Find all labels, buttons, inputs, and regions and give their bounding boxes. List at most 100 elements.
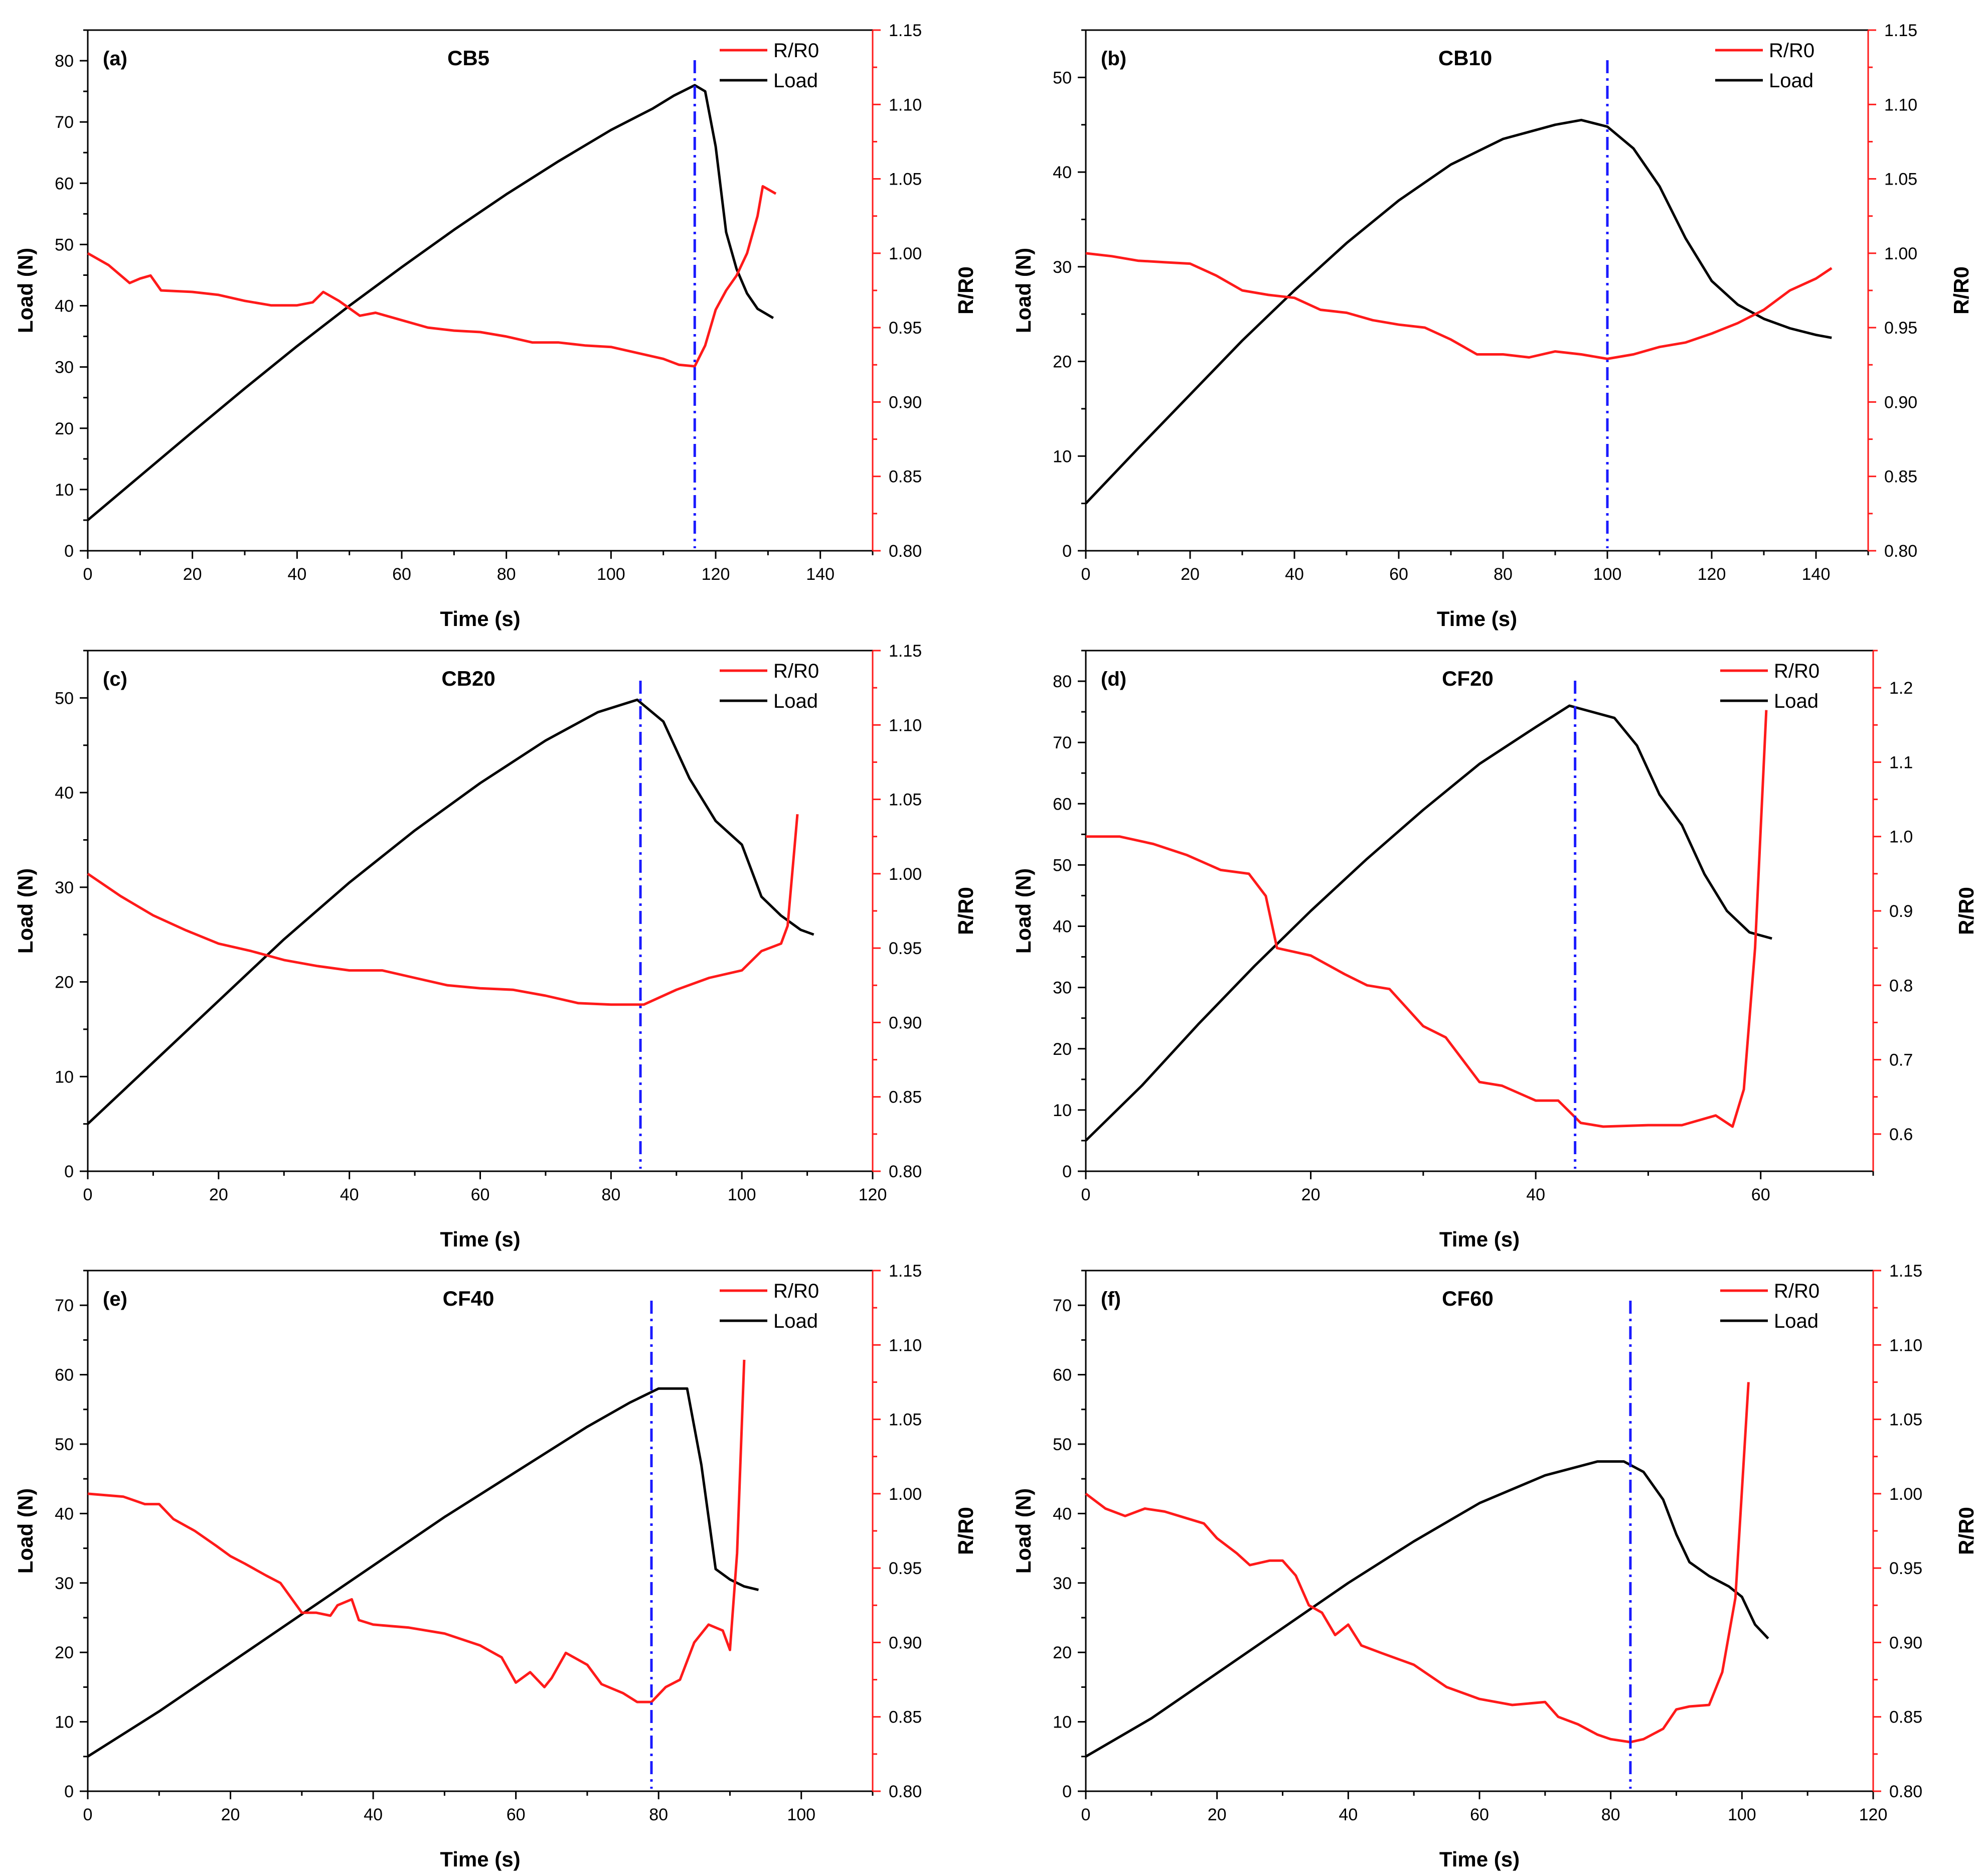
y2-tick-label: 0.8 [1889, 976, 1913, 995]
y-tick-label: 40 [1053, 917, 1072, 936]
x-tick-label: 20 [183, 565, 202, 584]
load-line [87, 1387, 759, 1758]
y-tick-label: 40 [55, 1504, 74, 1523]
x-tick-label: 0 [1081, 1805, 1091, 1824]
y-tick-label: 60 [55, 1366, 74, 1385]
x-tick-label: 60 [1751, 1185, 1770, 1204]
y-tick-label: 50 [1053, 68, 1072, 87]
x-tick-label: 20 [221, 1805, 240, 1824]
x-axis-title: Time (s) [440, 1227, 520, 1251]
y2-tick-label: 1.05 [889, 170, 922, 189]
y-tick-label: 70 [1053, 733, 1072, 752]
x-tick-label: 100 [787, 1805, 815, 1824]
legend-label-resistance: R/R0 [1769, 40, 1814, 62]
panel-title: CF20 [1442, 667, 1494, 690]
x-tick-label: 40 [364, 1805, 383, 1824]
y2-tick-label: 0.85 [889, 1708, 922, 1727]
y2-tick-label: 0.9 [1889, 902, 1913, 921]
y2-tick-label: 0.90 [889, 1633, 922, 1652]
panel-e: 0 20 40 60 80 100 0 10 20 30 40 50 60 70 0.80 0.85 0.90 0… [14, 1262, 977, 1871]
y2-tick-label: 1.05 [889, 1411, 922, 1430]
x-tick-label: 80 [649, 1805, 668, 1824]
x-axis-title: Time (s) [1439, 1847, 1520, 1871]
panel-label: (d) [1101, 668, 1126, 690]
x-tick-label: 0 [1081, 1185, 1091, 1204]
x-axis-title: Time (s) [440, 607, 520, 631]
y-tick-label: 10 [55, 481, 74, 500]
y2-axis-title: R/R0 [1954, 1507, 1978, 1555]
x-tick-label: 40 [1285, 565, 1304, 584]
y-tick-label: 30 [1053, 979, 1072, 998]
x-tick-label: 60 [471, 1185, 490, 1204]
x-tick-label: 60 [507, 1805, 526, 1824]
panel-f: 0 20 40 60 80 100 120 0 10 20 30 40 50 60 70 0.80 0.85 0.… [1012, 1262, 1978, 1871]
y-tick-label: 50 [1053, 1435, 1072, 1454]
y2-tick-label: 0.90 [889, 1013, 922, 1032]
y-tick-label: 30 [55, 358, 74, 377]
y2-tick-label: 0.85 [1889, 1708, 1922, 1727]
y-tick-label: 70 [1053, 1296, 1072, 1315]
y-tick-label: 50 [55, 235, 74, 254]
legend-label-resistance: R/R0 [773, 40, 819, 62]
x-tick-label: 120 [1698, 565, 1726, 584]
y2-tick-label: 0.95 [1884, 319, 1917, 338]
x-tick-label: 40 [287, 565, 306, 584]
y2-tick-label: 1.15 [889, 642, 922, 661]
y-tick-label: 40 [1053, 163, 1072, 182]
y2-tick-label: 0.90 [1884, 393, 1917, 412]
x-axis-title: Time (s) [1439, 1227, 1520, 1251]
legend-label-resistance: R/R0 [773, 1280, 819, 1302]
legend-label-resistance: R/R0 [1774, 660, 1820, 682]
y2-tick-label: 0.80 [1884, 542, 1917, 561]
y2-tick-label: 1.10 [889, 95, 922, 114]
y-tick-label: 40 [55, 297, 74, 316]
y-tick-label: 0 [1062, 542, 1072, 561]
resistance-line [87, 1359, 746, 1703]
y-tick-label: 50 [1053, 856, 1072, 875]
legend-label-resistance: R/R0 [1774, 1280, 1820, 1302]
x-tick-label: 0 [83, 1805, 93, 1824]
panel-title: CB10 [1438, 46, 1492, 70]
y-tick-label: 50 [55, 689, 74, 708]
y2-tick-label: 1.2 [1889, 679, 1913, 698]
y2-tick-label: 0.80 [889, 1782, 922, 1801]
y2-tick-label: 0.6 [1889, 1125, 1913, 1144]
x-tick-label: 80 [1494, 565, 1513, 584]
y-tick-label: 30 [55, 1574, 74, 1593]
y-tick-label: 10 [1053, 1101, 1072, 1120]
y2-tick-label: 1.10 [1889, 1336, 1922, 1355]
panel-c: 0 20 40 60 80 100 120 0 10 20 30 40 50 0.80 0.85 0.90 0.… [14, 642, 977, 1251]
panel-label: (f) [1101, 1288, 1121, 1310]
y-tick-label: 20 [1053, 1040, 1072, 1059]
resistance-line [1085, 1382, 1750, 1744]
panel-a: 0 20 40 60 80 100 120 140 0 10 20 30 40 50 60 70 80 0.80 0… [14, 21, 977, 631]
y-tick-label: 80 [55, 52, 74, 71]
y-tick-label: 20 [55, 1643, 74, 1662]
load-line [1085, 704, 1772, 1142]
panel-label: (b) [1101, 48, 1126, 70]
x-axis-title: Time (s) [1437, 607, 1517, 631]
y-axis-title: Load (N) [14, 248, 37, 333]
y2-axis-title: R/R0 [954, 887, 977, 935]
y-tick-label: 0 [64, 1162, 74, 1181]
y-tick-label: 10 [1053, 447, 1072, 466]
y2-tick-label: 1.10 [889, 716, 922, 735]
y2-tick-label: 1.15 [889, 21, 922, 40]
resistance-line [1085, 252, 1833, 360]
x-tick-label: 80 [1601, 1805, 1620, 1824]
y-axis-title: Load (N) [14, 1488, 37, 1574]
y-tick-label: 0 [1062, 1782, 1072, 1801]
y-axis-title: Load (N) [14, 868, 37, 954]
panel-title: CF40 [443, 1287, 494, 1310]
y2-tick-label: 0.7 [1889, 1051, 1913, 1070]
y-tick-label: 20 [1053, 1643, 1072, 1662]
load-line [1085, 1460, 1769, 1758]
x-tick-label: 0 [83, 565, 93, 584]
y2-tick-label: 1.15 [1884, 21, 1917, 40]
legend-label-load: Load [773, 70, 818, 92]
panel-d: 0 20 40 60 0 10 20 30 40 50 60 70 80 0.6 0.7 0.8 0.9 1.0 1… [1012, 650, 1978, 1251]
y2-tick-label: 1.00 [1889, 1485, 1922, 1504]
y-tick-label: 30 [1053, 1574, 1072, 1593]
y-tick-label: 10 [55, 1713, 74, 1732]
